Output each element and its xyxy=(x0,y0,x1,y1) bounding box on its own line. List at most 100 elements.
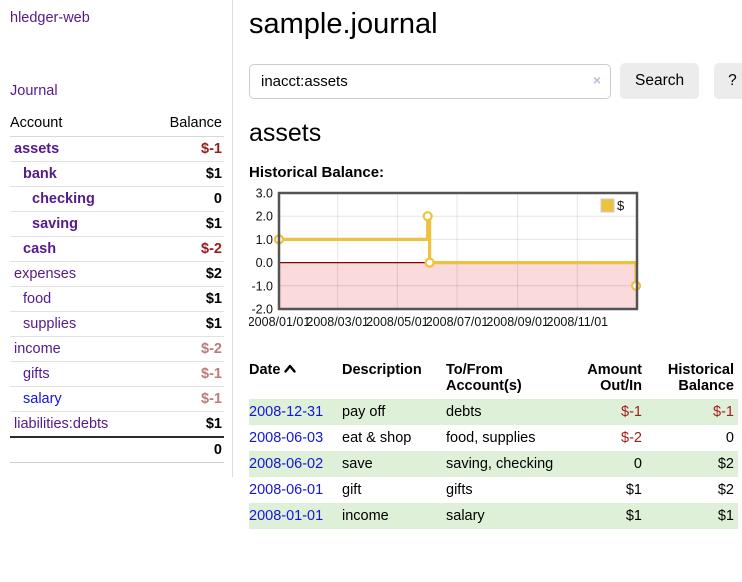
account-link-supplies[interactable]: supplies xyxy=(23,316,77,332)
transaction-date-link[interactable]: 2008-01-01 xyxy=(249,508,324,524)
register-table: Date Description To/From Account(s) Amount Ou… xyxy=(249,358,738,529)
transaction-accounts: salary xyxy=(446,508,485,524)
transaction-description: gift xyxy=(342,482,362,498)
account-balance: $-2 xyxy=(148,336,224,362)
account-link-saving[interactable]: saving xyxy=(32,216,78,232)
account-link-salary[interactable]: salary xyxy=(23,391,62,407)
account-balance: 0 xyxy=(148,186,224,212)
transaction-accounts: food, supplies xyxy=(446,430,536,446)
search-box: × xyxy=(249,63,611,99)
account-balance: $-2 xyxy=(148,236,224,262)
account-balance: $1 xyxy=(148,211,224,237)
help-button[interactable]: ? xyxy=(714,63,742,99)
account-link-gifts[interactable]: gifts xyxy=(23,366,50,382)
account-link-food[interactable]: food xyxy=(23,291,52,307)
accounts-col-account: Account xyxy=(10,111,149,137)
account-link-bank[interactable]: bank xyxy=(23,166,57,182)
account-link-checking[interactable]: checking xyxy=(32,191,95,207)
transaction-amount: $-2 xyxy=(621,430,642,446)
svg-text:1.0: 1.0 xyxy=(256,233,273,247)
svg-text:3.0: 3.0 xyxy=(256,187,273,201)
register-col-historical: Historical Balance xyxy=(667,362,734,394)
account-balance: $1 xyxy=(148,286,224,312)
svg-text:$: $ xyxy=(617,198,625,213)
transaction-row: 2008-01-01 income salary $1 $1 xyxy=(249,503,738,529)
accounts-table: Account Balance assets $-1 bank $1 checking 0… xyxy=(10,111,224,463)
page-title: sample.journal xyxy=(249,8,438,40)
account-row: saving $1 xyxy=(10,211,224,237)
account-row: checking 0 xyxy=(10,186,224,212)
transaction-row: 2008-06-03 eat & shop food, supplies $-2 0 xyxy=(249,425,738,451)
account-link-assets[interactable]: assets xyxy=(14,141,60,157)
search-bar: × Search ? xyxy=(249,63,742,99)
transaction-description: income xyxy=(342,508,389,524)
account-link-income[interactable]: income xyxy=(14,341,61,357)
sidebar-item-journal[interactable]: Journal xyxy=(10,83,58,99)
svg-text:-2.0: -2.0 xyxy=(251,303,273,317)
search-input[interactable] xyxy=(249,63,611,99)
account-link-cash[interactable]: cash xyxy=(23,241,57,257)
transaction-date-link[interactable]: 2008-12-31 xyxy=(249,404,324,420)
transaction-amount: $1 xyxy=(625,482,642,498)
transaction-amount: $1 xyxy=(625,508,642,524)
account-balance: $1 xyxy=(148,311,224,337)
svg-text:2008/01/01: 2008/01/01 xyxy=(249,315,310,329)
register-col-to-from: To/From Account(s) xyxy=(446,362,522,394)
transaction-description: pay off xyxy=(342,404,386,420)
register-col-date[interactable]: Date xyxy=(249,358,342,399)
brand-link[interactable]: hledger-web xyxy=(10,10,90,26)
transaction-row: 2008-12-31 pay off debts $-1 $-1 xyxy=(249,399,738,425)
transaction-date-link[interactable]: 2008-06-01 xyxy=(249,482,324,498)
account-row: cash $-2 xyxy=(10,236,224,262)
account-row: gifts $-1 xyxy=(10,361,224,387)
transaction-description: eat & shop xyxy=(342,430,412,446)
account-row: expenses $2 xyxy=(10,261,224,287)
account-balance: $-1 xyxy=(148,361,224,387)
transaction-row: 2008-06-02 save saving, checking 0 $2 xyxy=(249,451,738,477)
app-window: hledger-web Journal Account Balance asse… xyxy=(0,0,742,553)
transaction-balance: $-1 xyxy=(713,404,734,420)
clear-search-icon[interactable]: × xyxy=(592,71,601,88)
transaction-description: save xyxy=(342,456,373,472)
search-button[interactable]: Search xyxy=(620,63,700,99)
transaction-balance: $2 xyxy=(717,456,734,472)
transaction-balance: $1 xyxy=(717,508,734,524)
account-row: bank $1 xyxy=(10,161,224,187)
account-row: salary $-1 xyxy=(10,386,224,412)
account-row: income $-2 xyxy=(10,336,224,362)
account-balance: $2 xyxy=(148,261,224,287)
account-balance: $1 xyxy=(148,161,224,187)
svg-text:-1.0: -1.0 xyxy=(251,279,273,293)
transaction-accounts: debts xyxy=(446,404,482,420)
transaction-balance: $2 xyxy=(717,482,734,498)
transaction-balance: 0 xyxy=(725,430,734,446)
account-row: liabilities:debts $1 xyxy=(10,411,224,438)
account-row: assets $-1 xyxy=(10,136,224,162)
svg-text:2008/09/01: 2008/09/01 xyxy=(486,315,549,329)
account-row: supplies $1 xyxy=(10,311,224,337)
transaction-accounts: gifts xyxy=(446,482,473,498)
svg-text:2008/05/01: 2008/05/01 xyxy=(366,315,429,329)
accounts-col-balance: Balance xyxy=(148,111,224,137)
svg-text:0.0: 0.0 xyxy=(256,256,273,270)
account-balance: $-1 xyxy=(148,136,224,162)
svg-text:2.0: 2.0 xyxy=(256,210,273,224)
account-link-expenses[interactable]: expenses xyxy=(14,266,77,282)
historical-balance-chart[interactable]: $3.0 2.0 1.0 0.0 -1.0 -2.0 2008/01/01 2008/03/0… xyxy=(248,187,742,344)
main-content: sample.journal × Search ? assets Histori… xyxy=(233,0,742,553)
svg-text:2008/07/01: 2008/07/01 xyxy=(426,315,489,329)
transaction-row: 2008-06-01 gift gifts $1 $2 xyxy=(249,477,738,503)
account-heading: assets xyxy=(249,119,322,147)
sort-ascending-icon xyxy=(284,364,297,373)
account-link-liabilities-debts[interactable]: liabilities:debts xyxy=(14,416,109,432)
transaction-date-link[interactable]: 2008-06-02 xyxy=(249,456,324,472)
accounts-total-row: 0 xyxy=(10,436,224,463)
accounts-total-value: 0 xyxy=(148,436,224,463)
account-balance: $1 xyxy=(148,411,224,438)
register-col-description: Description xyxy=(342,362,422,378)
transaction-accounts: saving, checking xyxy=(446,456,554,472)
register-col-amount: Amount Out/In xyxy=(587,362,642,394)
account-row: food $1 xyxy=(10,286,224,312)
transaction-date-link[interactable]: 2008-06-03 xyxy=(249,430,324,446)
sidebar: hledger-web Journal Account Balance asse… xyxy=(0,0,233,477)
